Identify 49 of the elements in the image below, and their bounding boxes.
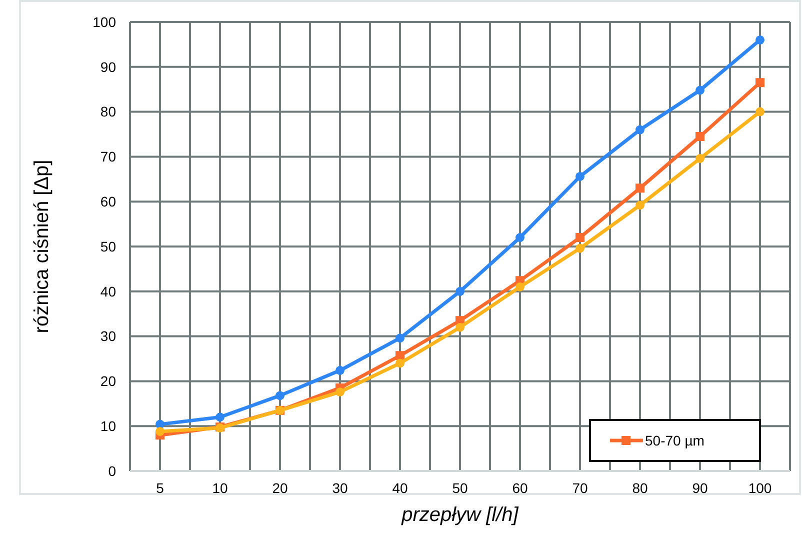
point [276,391,284,400]
y-tick-label: 40 [100,283,116,300]
point [396,358,404,368]
point [756,35,764,44]
y-tick-label: 60 [100,194,116,210]
point [696,154,704,163]
x-tick-label: 80 [632,480,648,496]
x-tick-label: 20 [272,480,288,496]
y-tick-label: 100 [92,14,116,30]
y-tick-label: 80 [100,104,116,120]
point [636,200,644,210]
y-tick-label: 90 [100,58,116,75]
x-tick-label: 5 [156,480,164,496]
x-tick-label: 60 [512,480,528,496]
x-tick-label: 40 [392,480,408,496]
point [336,387,344,396]
point [396,351,404,360]
point [516,233,524,242]
y-tick-label: 10 [100,418,116,434]
x-axis-title: przepływ [l/h] [400,504,519,526]
y-tick-label: 30 [100,328,116,344]
x-tick-label: 50 [452,480,468,496]
point [456,286,464,296]
y-tick-label: 20 [100,373,116,390]
point [696,86,704,95]
point [456,322,464,332]
point [336,366,344,375]
point [636,184,644,193]
y-tick-label: 70 [100,148,116,165]
point [516,282,524,292]
legend-label: 50-70 µm [645,432,704,448]
point [396,334,404,343]
y-axis-title: różnica ciśnień [Δp] [31,160,53,334]
point [576,172,584,181]
x-tick-label: 30 [332,480,348,496]
x-tick-label: 90 [692,480,708,496]
x-tick-label: 70 [572,480,588,496]
x-tick-label: 100 [748,480,772,496]
point [756,107,764,116]
point [576,233,584,242]
point [576,244,584,253]
point [216,412,224,422]
y-tick-label: 50 [100,238,116,254]
point [696,132,704,141]
point [756,78,764,88]
y-tick-label: 0 [108,462,116,479]
x-tick-label: 10 [212,480,228,496]
point [636,125,644,134]
point [156,426,164,436]
